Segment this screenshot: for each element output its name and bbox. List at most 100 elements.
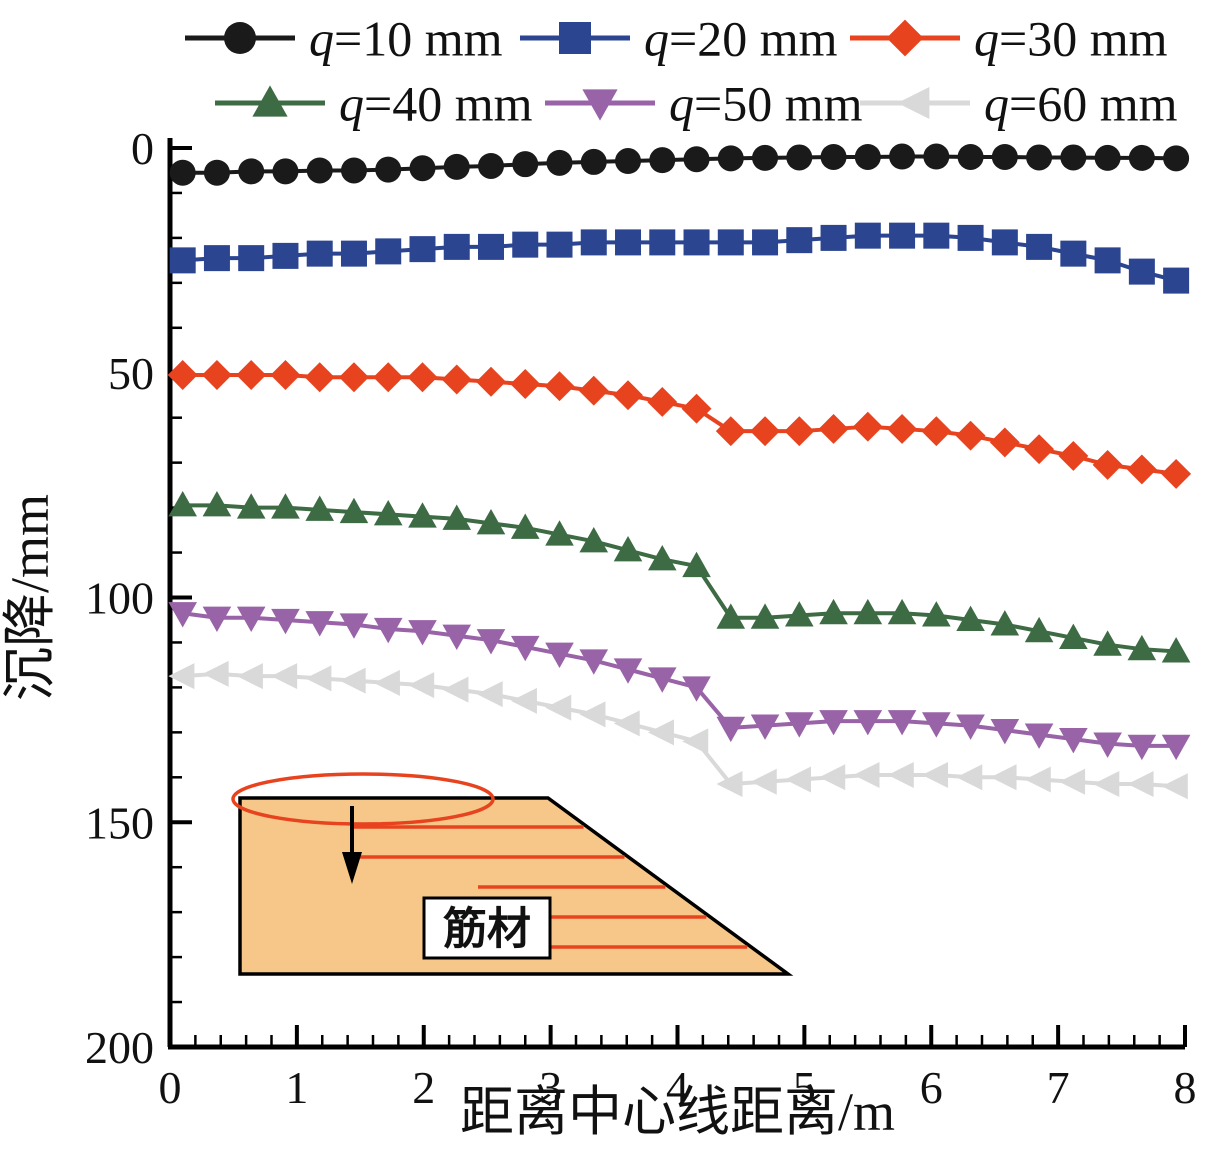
circle-marker: [683, 146, 710, 173]
circle-marker: [991, 143, 1018, 170]
x-tick-label: 2: [412, 1062, 435, 1113]
square-marker: [512, 231, 539, 258]
circle-marker: [443, 153, 470, 180]
circle-marker: [649, 147, 676, 174]
x-tick-label: 4: [666, 1062, 689, 1113]
triangle-up-marker: [1161, 637, 1191, 663]
triangle-up-marker: [1059, 623, 1088, 650]
triangle-down-marker: [545, 642, 574, 668]
triangle-down-marker: [271, 608, 300, 635]
triangle-up-marker: [716, 603, 746, 629]
triangle-up-marker: [853, 598, 883, 625]
diamond-marker: [1092, 449, 1123, 480]
triangle-down-marker: [647, 667, 677, 693]
circle-marker: [224, 22, 256, 54]
square-marker: [580, 229, 607, 256]
square-marker: [272, 242, 299, 269]
square-marker: [1094, 247, 1121, 274]
triangle-down-marker: [1093, 732, 1122, 758]
x-tick-label: 0: [159, 1062, 182, 1113]
circle-marker: [889, 143, 916, 170]
series-q-40-mm: [168, 491, 1191, 663]
triangle-up-marker: [168, 491, 197, 517]
series-q-30-mm: [167, 360, 1192, 489]
x-tick-label: 5: [793, 1062, 816, 1113]
diamond-marker: [407, 362, 438, 393]
triangle-left-marker: [373, 669, 400, 696]
triangle-down-marker: [1059, 728, 1088, 754]
triangle-up-marker: [305, 495, 335, 521]
triangle-left-marker: [887, 762, 914, 789]
diamond-marker: [784, 416, 815, 447]
triangle-up-marker: [373, 500, 403, 526]
triangle-left-marker: [545, 694, 572, 721]
circle-marker: [238, 158, 265, 185]
series-q-10-mm: [169, 143, 1190, 186]
diamond-marker: [373, 362, 404, 393]
inset-label: 筋材: [443, 904, 531, 953]
triangle-down-marker: [613, 658, 643, 684]
circle-marker: [169, 159, 196, 186]
triangle-down-marker: [750, 714, 780, 740]
series-line: [182, 671, 1177, 789]
circle-marker: [820, 143, 847, 170]
triangle-left-marker: [956, 764, 983, 791]
square-marker: [546, 231, 573, 258]
triangle-up-marker: [682, 551, 711, 578]
square-marker: [375, 238, 402, 265]
triangle-up-marker: [785, 601, 814, 627]
triangle-left-marker: [476, 681, 503, 708]
diamond-marker: [304, 362, 335, 393]
diamond-marker: [681, 393, 712, 424]
circle-marker: [854, 143, 881, 170]
triangle-up-marker: [613, 536, 643, 562]
circle-marker: [272, 158, 299, 185]
triangle-down-marker: [476, 629, 506, 655]
legend-label: q=40 mm: [339, 76, 533, 132]
inset-label-box: [422, 896, 552, 960]
triangle-left-marker: [271, 663, 298, 690]
diamond-marker: [544, 371, 575, 402]
triangle-down-marker: [442, 624, 472, 651]
triangle-up-marker: [750, 603, 780, 629]
y-tick-label: 200: [85, 1022, 154, 1073]
triangle-up-marker: [1024, 616, 1054, 643]
triangle-up-marker: [202, 491, 232, 517]
legend-label: q=20 mm: [644, 11, 838, 67]
triangle-up-marker: [442, 504, 472, 530]
circle-marker: [375, 156, 402, 183]
x-axis: 0 1 2 3 4 5 6 7 8: [159, 1025, 1197, 1113]
diamond-marker: [1024, 434, 1055, 465]
diamond-marker: [510, 369, 541, 399]
triangle-left-marker: [168, 663, 195, 690]
circle-marker: [512, 151, 539, 178]
square-marker: [169, 247, 196, 274]
diamond-marker: [955, 420, 986, 451]
triangle-down-marker: [853, 710, 883, 736]
square-marker: [889, 222, 916, 249]
y-tick-label: 150: [85, 797, 154, 848]
x-tick-label: 1: [285, 1062, 308, 1113]
triangle-down-marker: [1127, 734, 1157, 761]
diamond-marker: [476, 366, 506, 397]
x-tick-label: 7: [1047, 1062, 1070, 1113]
legend: q=10 mm q=20 mm q=30 mm q=40 mm q=50 mm q=60 …: [185, 11, 1178, 132]
series-q-20-mm: [169, 222, 1190, 294]
triangle-left-marker: [1059, 768, 1086, 795]
triangle-left-marker: [682, 728, 709, 755]
square-marker: [854, 222, 881, 249]
circle-marker: [580, 148, 607, 175]
square-marker: [203, 245, 230, 272]
series-line: [182, 503, 1177, 654]
diamond-marker: [1126, 454, 1157, 485]
legend-item-q-10-mm: q=10 mm: [185, 11, 503, 67]
triangle-left-marker: [579, 701, 606, 728]
triangle-left-marker: [202, 660, 229, 687]
circle-marker: [923, 143, 950, 170]
triangle-down-marker: [236, 606, 266, 633]
triangle-up-marker: [476, 509, 506, 535]
inset-diagram: 筋材: [231, 772, 794, 976]
circle-marker: [957, 143, 984, 170]
